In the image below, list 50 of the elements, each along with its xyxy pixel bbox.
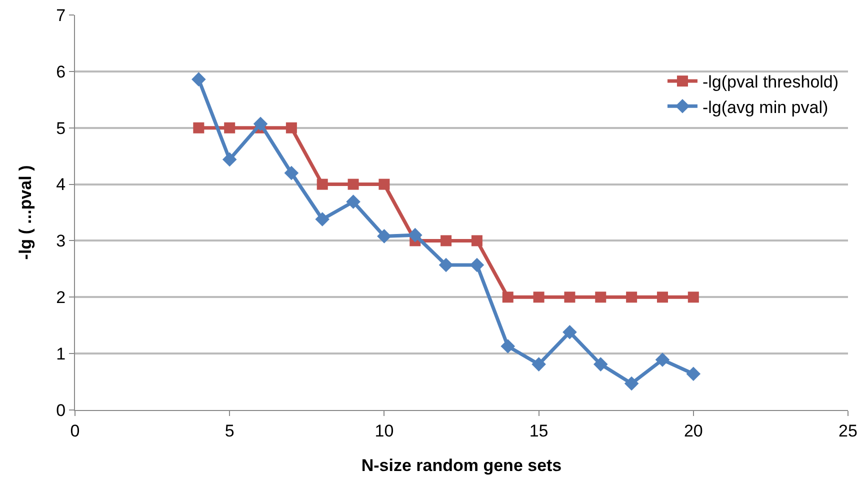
point [593, 357, 608, 372]
point [378, 178, 390, 190]
point [564, 292, 576, 303]
point [533, 292, 544, 303]
legend-label: -lg(pval threshold) [702, 72, 839, 92]
x-tick-label: 15 [529, 421, 548, 440]
point [626, 292, 638, 303]
point [686, 366, 701, 382]
y-tick-label: 7 [56, 6, 66, 25]
point [562, 324, 577, 340]
point [316, 178, 328, 190]
point [192, 72, 206, 86]
point [595, 292, 606, 303]
point [346, 194, 360, 209]
point [471, 235, 482, 246]
point [440, 235, 452, 246]
y-tick-label: 5 [56, 118, 66, 138]
y-tick-label: 4 [56, 175, 66, 194]
y-tick-label: 2 [56, 288, 66, 308]
x-tick-label: 25 [838, 421, 858, 440]
x-tick-label: 5 [224, 421, 234, 440]
point [502, 292, 514, 303]
y-tick-label: 1 [56, 344, 66, 364]
x-tick-label: 20 [684, 421, 703, 440]
point [284, 166, 299, 180]
point [656, 292, 668, 303]
point [624, 376, 639, 391]
point [500, 339, 516, 354]
point [193, 122, 204, 134]
x-axis-title: N-size random gene sets [361, 456, 562, 475]
point [655, 352, 670, 367]
point [377, 229, 392, 244]
point [438, 258, 454, 272]
point [222, 152, 237, 167]
y-tick-label: 6 [56, 62, 66, 82]
y-axis-title: -lg ( ...pval ) [16, 165, 35, 260]
point [532, 357, 546, 372]
x-tick-label: 10 [374, 421, 394, 440]
y-tick-label: 0 [56, 400, 66, 420]
point [224, 122, 236, 134]
point [253, 116, 268, 132]
point [688, 292, 699, 303]
legend-label: -lg(avg min pval) [702, 98, 828, 117]
point [348, 178, 359, 190]
x-tick-label: 0 [70, 421, 80, 440]
point [470, 258, 484, 272]
point [286, 122, 297, 134]
point [408, 228, 422, 242]
y-tick-label: 3 [56, 232, 66, 251]
point [315, 212, 330, 226]
